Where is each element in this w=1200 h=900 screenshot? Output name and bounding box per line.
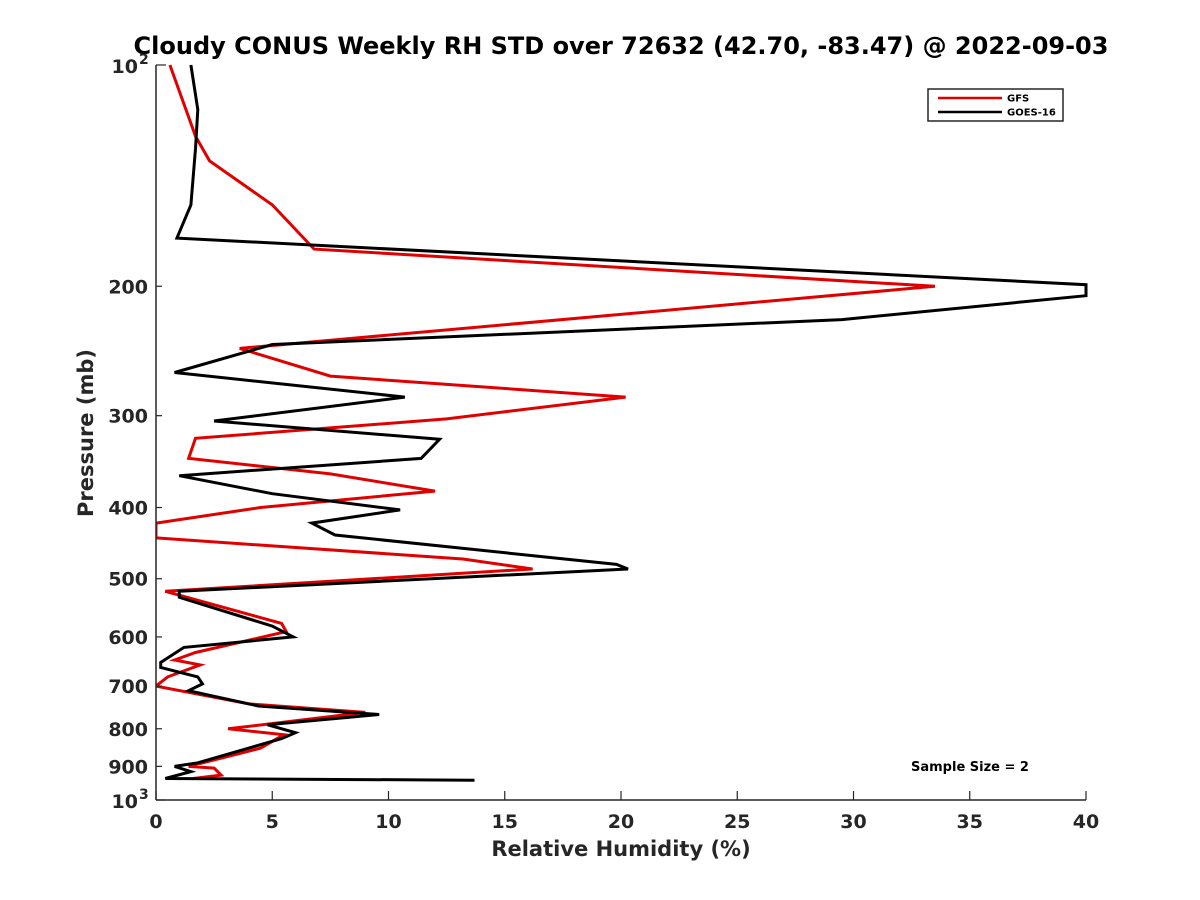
sample-size-annotation: Sample Size = 2: [911, 760, 1029, 775]
y-major-tick-label: 10: [112, 791, 138, 813]
y-tick-label: 700: [108, 676, 148, 698]
legend-entry-label: GOES-16: [1007, 108, 1056, 119]
y-tick-label: 900: [108, 756, 148, 778]
x-tick-label: 10: [375, 811, 401, 833]
x-tick-label: 5: [266, 811, 279, 833]
chart-title: Cloudy CONUS Weekly RH STD over 72632 (4…: [134, 32, 1109, 60]
y-major-tick-label: 10: [112, 56, 138, 78]
legend-box: [927, 88, 1064, 122]
legend: GFS GOES-16: [927, 88, 1064, 122]
series-line-goes-16: [159, 64, 1088, 782]
x-axis-ticks: 0 5 10 15 20 25 30 35 40: [149, 791, 1099, 833]
x-tick-label: 40: [1073, 811, 1099, 833]
x-tick-label: 15: [492, 811, 518, 833]
plot-area: 0 5 10 15 20 25 30 35 40 200 300 400 500 600 700 800 90…: [108, 52, 1099, 833]
y-major-tick-exponent: 2: [139, 52, 149, 68]
y-tick-label: 500: [108, 569, 148, 591]
axes: [155, 65, 1086, 801]
legend-entry-label: GFS: [1007, 94, 1029, 105]
y-axis-label: Pressure (mb): [74, 349, 98, 517]
x-axis-label: Relative Humidity (%): [491, 837, 750, 861]
y-major-tick-exponent: 3: [139, 787, 149, 803]
x-tick-label: 30: [840, 811, 866, 833]
y-tick-label: 200: [108, 276, 148, 298]
x-tick-label: 25: [724, 811, 750, 833]
x-tick-label: 0: [149, 811, 162, 833]
x-tick-label: 35: [957, 811, 983, 833]
y-tick-label: 800: [108, 719, 148, 741]
series-line-gfs: [156, 64, 936, 780]
y-tick-label: 300: [108, 406, 148, 428]
y-tick-label: 400: [108, 498, 148, 520]
series-lines: [156, 64, 1088, 782]
x-tick-label: 20: [608, 811, 634, 833]
y-tick-label: 600: [108, 627, 148, 649]
